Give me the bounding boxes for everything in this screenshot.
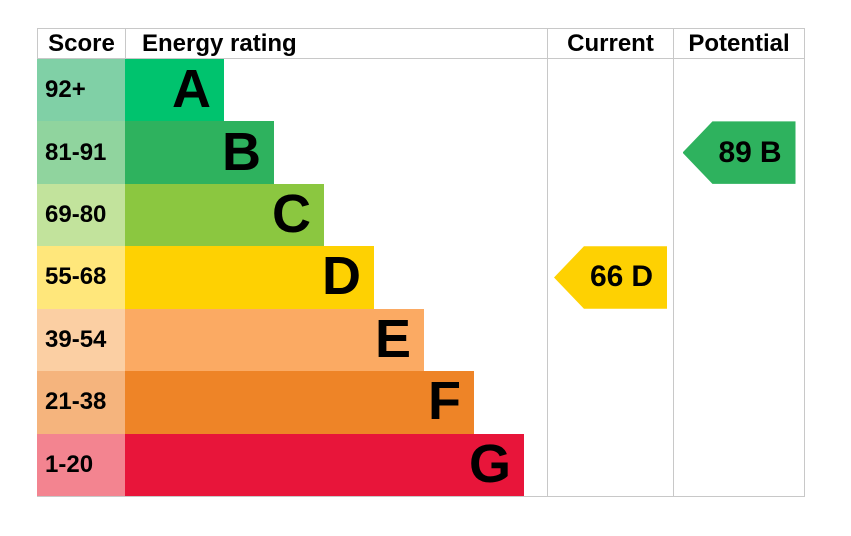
band-row-a: 92+ A: [37, 59, 805, 122]
band-bar: D: [125, 246, 374, 309]
potential-cell: [673, 433, 805, 496]
current-cell: [547, 433, 673, 496]
current-cell: [547, 183, 673, 247]
potential-cell: [673, 183, 805, 247]
current-column-header: Current: [547, 29, 673, 58]
epc-rating-chart: Score Energy rating Current Potential 92…: [37, 28, 805, 497]
band-row-c: 69-80 C: [37, 183, 805, 247]
bar-zone: D: [125, 246, 547, 309]
band-bar: F: [125, 371, 474, 434]
band-letter: E: [374, 308, 411, 369]
potential-rating-arrow: 89 B: [682, 121, 796, 184]
score-range-cell: 81-91: [37, 121, 125, 184]
band-row-g: 1-20 G: [37, 433, 805, 496]
bar-zone: B: [125, 121, 547, 184]
score-range-cell: 69-80: [37, 183, 125, 247]
current-cell: [547, 121, 673, 184]
score-range-cell: 1-20: [37, 433, 125, 496]
score-range-cell: 92+: [37, 59, 125, 122]
band-letter: F: [428, 371, 461, 432]
current-cell: 66 D: [547, 246, 673, 309]
current-cell: [547, 59, 673, 122]
band-letter: D: [322, 246, 361, 307]
current-cell: [547, 371, 673, 434]
score-range-cell: 21-38: [37, 371, 125, 434]
bar-zone: G: [125, 433, 547, 496]
score-range-cell: 55-68: [37, 246, 125, 309]
current-rating-band: D: [631, 260, 654, 294]
band-row-d: 55-68 D 66 D: [37, 246, 805, 309]
chart-header-row: Score Energy rating Current Potential: [37, 29, 805, 59]
potential-cell: 89 B: [673, 121, 805, 184]
bar-zone: E: [125, 308, 547, 372]
band-letter: B: [222, 121, 261, 182]
energy-rating-column-header: Energy rating: [125, 29, 547, 58]
band-bar: E: [125, 308, 424, 372]
potential-rating-band: B: [759, 135, 782, 169]
bar-zone: C: [125, 183, 547, 247]
band-row-b: 81-91 B 89 B: [37, 121, 805, 184]
score-range-cell: 39-54: [37, 308, 125, 372]
current-rating-value: 66: [589, 260, 624, 294]
current-rating-arrow: 66 D: [554, 246, 667, 309]
bar-zone: A: [125, 59, 547, 122]
band-bar: G: [125, 433, 524, 496]
band-bar: A: [125, 59, 224, 122]
potential-cell: [673, 371, 805, 434]
band-letter: C: [272, 184, 311, 245]
potential-cell: [673, 246, 805, 309]
potential-column-header: Potential: [673, 29, 805, 58]
bar-zone: F: [125, 371, 547, 434]
band-letter: G: [468, 433, 511, 494]
potential-rating-value: 89: [718, 135, 752, 169]
band-row-e: 39-54 E: [37, 308, 805, 372]
current-cell: [547, 308, 673, 372]
potential-cell: [673, 59, 805, 122]
band-row-f: 21-38 F: [37, 371, 805, 434]
band-letter: A: [172, 59, 211, 120]
score-column-header: Score: [37, 29, 125, 58]
band-rows: 92+ A 81-91 B 89 B 69-80 C 55-68: [37, 59, 805, 496]
band-bar: B: [125, 121, 274, 184]
potential-cell: [673, 308, 805, 372]
band-bar: C: [125, 183, 324, 247]
